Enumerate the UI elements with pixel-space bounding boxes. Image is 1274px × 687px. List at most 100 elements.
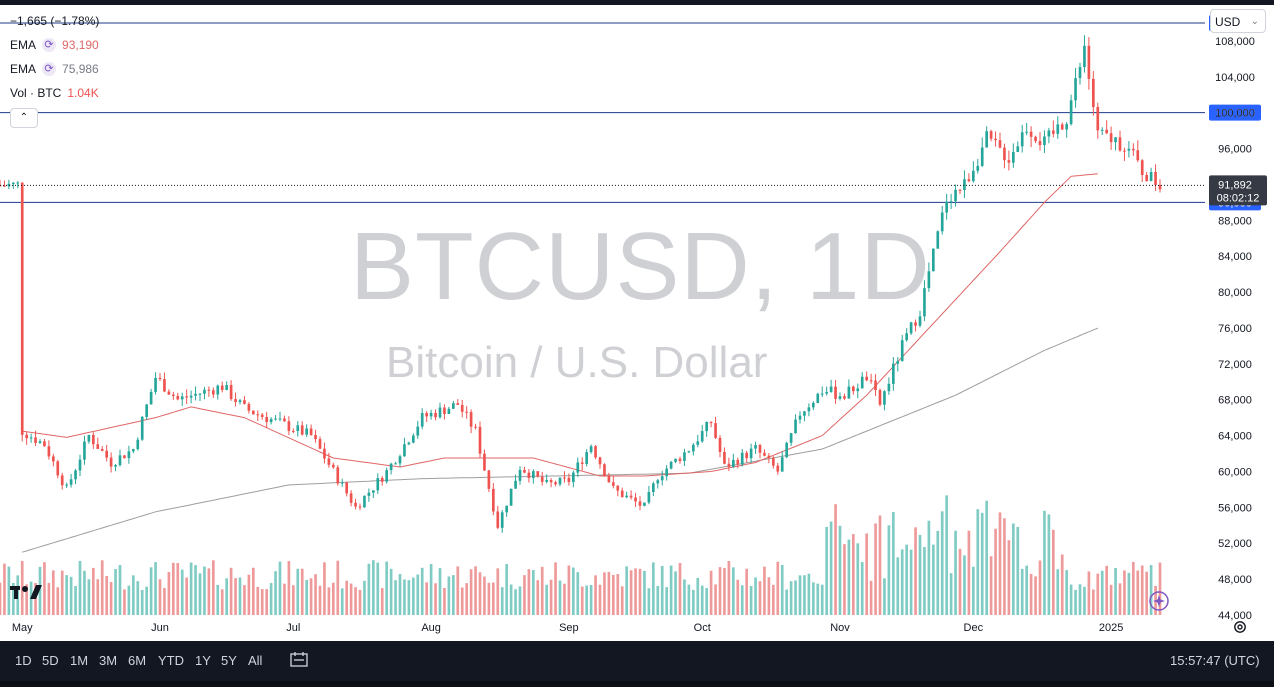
volume-bar (434, 583, 437, 615)
candle-body (149, 391, 153, 405)
volume-bar (345, 580, 348, 615)
range-button-3m[interactable]: 3M (99, 653, 118, 668)
volume-bar (923, 547, 926, 615)
candle-body (647, 491, 651, 503)
candle-body (274, 418, 277, 420)
range-button-all[interactable]: All (248, 653, 263, 668)
candle-body (100, 448, 104, 451)
candle-body (532, 471, 535, 479)
legend-ema2-row[interactable]: EMA ⟳ 75,986 (10, 62, 99, 76)
volume-bar (229, 567, 233, 615)
candle-body (278, 418, 282, 420)
refresh-icon[interactable]: ⟳ (42, 62, 57, 76)
volume-bar (732, 567, 735, 615)
candle-body (1132, 148, 1135, 151)
candle-body (589, 446, 593, 453)
volume-bar (189, 562, 193, 615)
utc-clock[interactable]: 15:57:47 (UTC) (1170, 653, 1260, 668)
volume-bar (683, 579, 686, 615)
volume-bar (1003, 518, 1006, 615)
volume-bar (283, 583, 286, 615)
candle-body (616, 485, 620, 491)
volume-bar (260, 589, 264, 615)
price-tick-label: 100,000 (1215, 108, 1255, 120)
candle-body (358, 506, 362, 508)
candle-body (167, 391, 171, 395)
candle-body (407, 442, 411, 445)
candle-body (203, 389, 206, 394)
range-button-ytd[interactable]: YTD (158, 653, 184, 668)
candle-body (985, 131, 988, 148)
price-axis: 44,000 48,000 52,000 56,000 60,000 64,000 68,0… (1215, 36, 1255, 622)
volume-bar (865, 533, 868, 615)
range-button-1m[interactable]: 1M (70, 653, 89, 668)
range-button-5y[interactable]: 5Y (221, 653, 237, 668)
candle-body (460, 404, 464, 412)
candle-body (536, 471, 540, 477)
volume-bar (296, 568, 300, 615)
ema-slow-path (22, 327, 1098, 553)
candle-body (958, 189, 962, 191)
range-button-6m[interactable]: 6M (128, 653, 147, 668)
legend-change-row: −1,665 (−1.78%) (10, 14, 99, 28)
candle-body (678, 458, 682, 461)
candle-body (972, 170, 975, 182)
candle-body (767, 455, 771, 458)
volume-bar (940, 511, 944, 615)
date-range-icon[interactable] (290, 651, 308, 667)
volume-bar (629, 570, 633, 615)
collapse-legend-button[interactable]: ⌃ (10, 108, 38, 128)
volume-bar (1145, 571, 1148, 615)
volume-bar (363, 580, 366, 615)
candle-body (620, 490, 624, 498)
candle-body (140, 416, 144, 440)
candle-body (607, 476, 611, 483)
candle-body (989, 131, 993, 139)
range-button-5d[interactable]: 5D (42, 653, 59, 668)
volume-bar (1140, 565, 1144, 615)
price-tick-label: 52,000 (1218, 538, 1252, 550)
volume-bar (794, 580, 797, 615)
volume-bar (536, 580, 540, 615)
candle-body (945, 201, 948, 213)
candle-body (7, 183, 11, 187)
volume-bar (980, 512, 984, 615)
candle-body (47, 446, 51, 457)
candle-body (16, 182, 20, 184)
ema1-value: 93,190 (62, 38, 99, 52)
volume-bar (469, 569, 473, 615)
candle-body (265, 416, 268, 423)
legend-volume-row[interactable]: Vol · BTC 1.04K (10, 86, 99, 100)
range-button-1y[interactable]: 1Y (195, 653, 211, 668)
refresh-icon[interactable]: ⟳ (42, 38, 57, 52)
range-button-1d[interactable]: 1D (15, 653, 32, 668)
candle-body (732, 459, 735, 467)
volume-bar (745, 568, 748, 615)
sparkle-icon[interactable] (1148, 590, 1170, 612)
price-tick-label: 68,000 (1218, 395, 1252, 407)
gear-icon[interactable] (1233, 620, 1247, 634)
candle-body (1127, 148, 1131, 151)
candle-body (180, 396, 184, 400)
volume-bar (238, 577, 242, 615)
candle-body (572, 472, 575, 483)
volume-bar (1012, 523, 1015, 615)
volume-bar (52, 570, 55, 615)
volume-bar (1056, 569, 1060, 615)
volume-bar (905, 544, 908, 615)
volume-label: Vol · BTC (10, 86, 62, 100)
candle-body (549, 480, 553, 483)
currency-selector[interactable]: USD ⌄ (1210, 9, 1266, 33)
candle-body (269, 419, 273, 423)
candle-body (500, 512, 504, 528)
volume-bar (985, 500, 988, 615)
volume-bar (927, 520, 931, 615)
volume-bar (136, 581, 140, 615)
price-change: −1,665 (−1.78%) (10, 14, 100, 28)
legend-ema1-row[interactable]: EMA ⟳ 93,190 (10, 38, 99, 52)
volume-bar (812, 582, 815, 615)
candle-body (1047, 130, 1051, 137)
candle-body (398, 456, 402, 464)
volume-bar (634, 568, 637, 615)
